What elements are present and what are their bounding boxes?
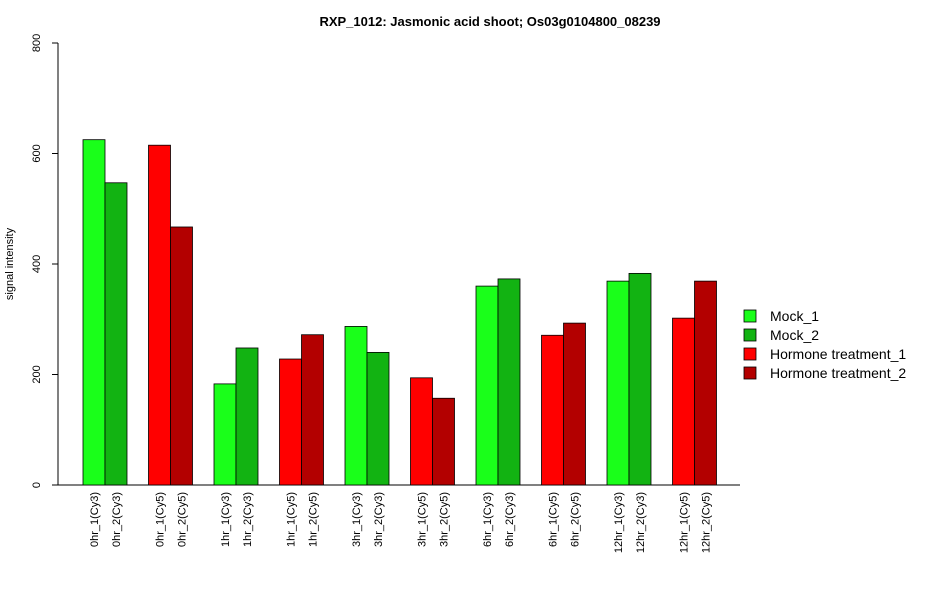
bar [541, 334, 564, 486]
legend-label: Mock_2 [770, 327, 819, 343]
bar [475, 285, 499, 486]
y-tick-label: 400 [31, 255, 43, 273]
bar [213, 383, 237, 486]
x-tick-label: 0hr_1(Cy5) [155, 492, 167, 547]
legend: Mock_1 Mock_2 Hormone treatment_1 Hormone t… [743, 308, 906, 381]
legend-swatch [743, 366, 757, 380]
x-tick-label: 12hr_1(Cy5) [679, 492, 691, 553]
bar [279, 358, 302, 486]
bar [410, 377, 433, 486]
x-tick-label: 6hr_1(Cy3) [482, 492, 494, 547]
x-tick-label: 3hr_2(Cy5) [439, 492, 451, 547]
bar [82, 139, 106, 486]
x-tick-label: 3hr_2(Cy3) [373, 492, 385, 547]
x-tick-labels: 0hr_1(Cy3) 0hr_2(Cy3) 0hr_1(Cy5) 0hr_2(Cy5)… [89, 492, 713, 553]
y-tick-label: 200 [31, 365, 43, 383]
bars [82, 139, 717, 486]
x-tick-label: 3hr_1(Cy3) [351, 492, 363, 547]
bar [563, 322, 586, 486]
x-tick-label: 1hr_1(Cy5) [286, 492, 298, 547]
x-tick-label: 6hr_1(Cy5) [548, 492, 560, 547]
legend-label: Mock_1 [770, 308, 819, 324]
x-tick-label: 12hr_1(Cy3) [613, 492, 625, 553]
x-tick-label: 1hr_2(Cy3) [242, 492, 254, 547]
bar [170, 226, 193, 486]
x-tick-label: 0hr_2(Cy3) [111, 492, 123, 547]
x-tick-label: 0hr_1(Cy3) [89, 492, 101, 547]
y-tick-label: 0 [31, 482, 43, 488]
x-tick-label: 3hr_1(Cy5) [417, 492, 429, 547]
x-tick-label: 12hr_2(Cy3) [635, 492, 647, 553]
bar [432, 397, 455, 486]
x-tick-label: 0hr_2(Cy5) [177, 492, 189, 547]
x-tick-label: 6hr_2(Cy3) [504, 492, 516, 547]
legend-swatch [743, 347, 757, 361]
bar [672, 317, 695, 486]
legend-label: Hormone treatment_2 [770, 365, 906, 381]
y-axis: 0 200 400 600 800 [31, 34, 59, 488]
y-tick-label: 800 [31, 34, 43, 52]
x-tick-label: 6hr_2(Cy5) [570, 492, 582, 547]
y-tick-label: 600 [31, 144, 43, 162]
bar [301, 334, 324, 486]
legend-label: Hormone treatment_1 [770, 346, 906, 362]
bar [235, 347, 259, 486]
legend-swatch [743, 309, 757, 323]
bar [497, 278, 521, 486]
bar [628, 272, 652, 486]
bar [148, 144, 171, 486]
x-tick-label: 12hr_2(Cy5) [701, 492, 713, 553]
bar [694, 280, 717, 486]
x-tick-label: 1hr_2(Cy5) [308, 492, 320, 547]
x-tick-label: 1hr_1(Cy3) [220, 492, 232, 547]
bar [344, 326, 368, 486]
chart-title: RXP_1012: Jasmonic acid shoot; Os03g0104… [319, 14, 660, 29]
bar [366, 351, 390, 486]
bar [606, 280, 630, 486]
legend-swatch [743, 328, 757, 342]
y-axis-title: signal intensity [4, 227, 16, 300]
bar [104, 182, 128, 486]
